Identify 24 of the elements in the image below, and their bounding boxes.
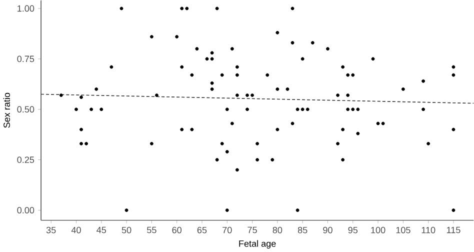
y-tick-label: 1.00 [18,5,34,12]
x-axis-title: Fetal age [239,240,276,249]
y-tick-label: 0.00 [17,207,34,214]
y-tick-label: 0.50 [17,106,34,113]
x-tick-label: 105 [396,226,410,234]
y-tick-label: 0.25 [17,156,34,164]
y-axis-title: Sex ratio [3,92,10,128]
x-tick-label: 115 [446,226,460,234]
x-tick-label: 35 [46,226,56,234]
x-tick-label: 80 [272,226,282,234]
x-tick-label: 90 [323,226,332,234]
x-tick-label: 55 [147,226,156,234]
x-tick-label: 95 [348,226,358,234]
x-tick-label: 40 [71,226,81,234]
x-tick-label: 60 [172,226,182,234]
x-tick-label: 110 [422,226,436,234]
x-tick-label: 50 [122,226,132,234]
x-tick-label: 75 [248,226,257,234]
x-tick-label: 65 [197,226,207,234]
y-tick-label: 0.75 [17,56,34,62]
x-tick-label: 45 [96,226,106,234]
x-tick-label: 85 [298,226,308,234]
x-tick-label: 70 [222,226,232,234]
x-tick-label: 100 [371,226,386,234]
